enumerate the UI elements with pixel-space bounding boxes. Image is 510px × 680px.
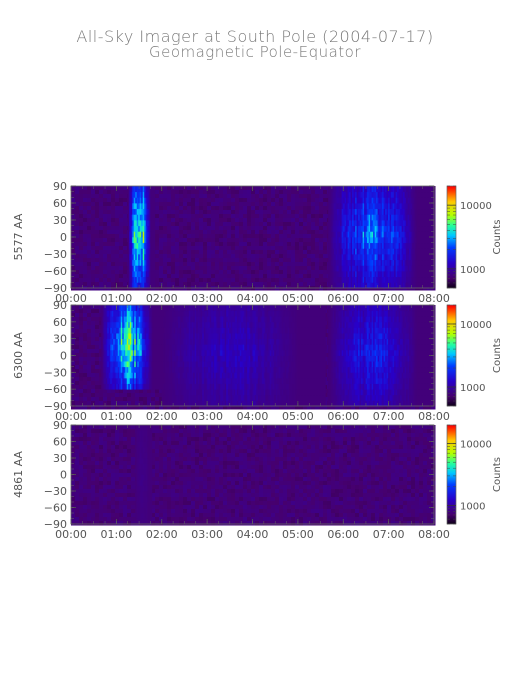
x-tick-label: 07:00 — [373, 292, 405, 305]
x-tick-label: 07:00 — [373, 528, 405, 541]
x-tick-label: 08:00 — [418, 410, 450, 423]
x-tick-label: 01:00 — [101, 528, 133, 541]
y-tick-label: 60 — [53, 316, 67, 329]
x-tick-label: 07:00 — [373, 410, 405, 423]
panel-4861-aa: −90 −60 −30 0 30 60 90 00:00 01:00 02:00 03:00 04:0… — [12, 419, 503, 541]
y-tick-label: −60 — [44, 502, 67, 515]
y-tick-label: 30 — [53, 333, 67, 346]
colorbar-tick-label: 10000 — [460, 320, 492, 331]
y-tick-label: −30 — [44, 248, 67, 261]
y-tick-label: 30 — [53, 452, 67, 465]
y-tick-label: −90 — [44, 282, 67, 295]
x-tick-label: 06:00 — [327, 528, 359, 541]
y-tick-label: 0 — [60, 231, 67, 244]
colorbar-tick-label: 1000 — [460, 265, 485, 276]
y-axis-label: 5577 AA — [12, 213, 25, 260]
colorbar-label: Counts — [492, 338, 503, 373]
x-tick-label: 08:00 — [418, 292, 450, 305]
y-tick-label: 90 — [53, 299, 67, 312]
y-tick-label: 90 — [53, 180, 67, 193]
x-tick-label: 04:00 — [237, 528, 269, 541]
y-tick-label: −30 — [44, 366, 67, 379]
y-tick-label: −30 — [44, 485, 67, 498]
colorbar-label: Counts — [492, 220, 503, 255]
emission-feature — [161, 305, 326, 407]
y-tick-label: −60 — [44, 383, 67, 396]
panel-6300-aa: −90 −60 −30 0 30 60 90 00:00 01:00 02:00 03:00 04:0… — [12, 299, 503, 423]
x-tick-label: 02:00 — [146, 528, 178, 541]
emission-feature — [328, 305, 436, 407]
colorbar-tick-label: 1000 — [460, 501, 485, 512]
colorbar-tick-label: 1000 — [460, 383, 485, 394]
x-tick-label: 02:00 — [146, 410, 178, 423]
y-tick-label: 90 — [53, 419, 67, 432]
y-axis-label: 4861 AA — [12, 451, 25, 498]
x-tick-label: 03:00 — [191, 410, 223, 423]
x-tick-label: 01:00 — [101, 410, 133, 423]
y-axis-label: 6300 AA — [12, 332, 25, 379]
colorbar-label: Counts — [492, 457, 503, 492]
panel-5577-aa: −90 −60 −30 0 30 60 90 00:00 01:00 02:00 03:00 04:0… — [12, 180, 503, 305]
heatmap-cells — [71, 425, 436, 526]
x-tick-label: 00:00 — [55, 292, 87, 305]
colorbar-tick-label: 10000 — [460, 201, 492, 212]
chart-subtitle: Geomagnetic Pole-Equator — [148, 43, 362, 61]
x-tick-label: 00:00 — [55, 528, 87, 541]
x-tick-label: 05:00 — [282, 410, 314, 423]
emission-feature — [135, 425, 153, 525]
y-tick-label: −90 — [44, 400, 67, 413]
x-tick-label: 03:00 — [191, 292, 223, 305]
x-tick-label: 05:00 — [282, 528, 314, 541]
y-tick-label: −90 — [44, 518, 67, 531]
x-tick-label: 06:00 — [327, 410, 359, 423]
y-tick-label: 0 — [60, 350, 67, 363]
x-tick-label: 01:00 — [101, 292, 133, 305]
y-tick-label: 0 — [60, 469, 67, 482]
x-tick-label: 04:00 — [237, 292, 269, 305]
x-tick-label: 06:00 — [327, 292, 359, 305]
emission-feature — [328, 186, 436, 289]
x-tick-label: 02:00 — [146, 292, 178, 305]
chart-title: All-Sky Imager at South Pole (2004-07-17… — [76, 27, 434, 46]
y-tick-label: 60 — [53, 436, 67, 449]
colorbar-tick-label: 10000 — [460, 440, 492, 451]
x-tick-label: 04:00 — [237, 410, 269, 423]
x-tick-label: 08:00 — [418, 528, 450, 541]
x-tick-label: 00:00 — [55, 410, 87, 423]
emission-feature — [127, 186, 156, 289]
x-tick-label: 03:00 — [191, 528, 223, 541]
x-tick-label: 05:00 — [282, 292, 314, 305]
y-tick-label: 60 — [53, 197, 67, 210]
y-tick-label: −60 — [44, 265, 67, 278]
emission-feature — [101, 305, 164, 390]
y-tick-label: 30 — [53, 214, 67, 227]
